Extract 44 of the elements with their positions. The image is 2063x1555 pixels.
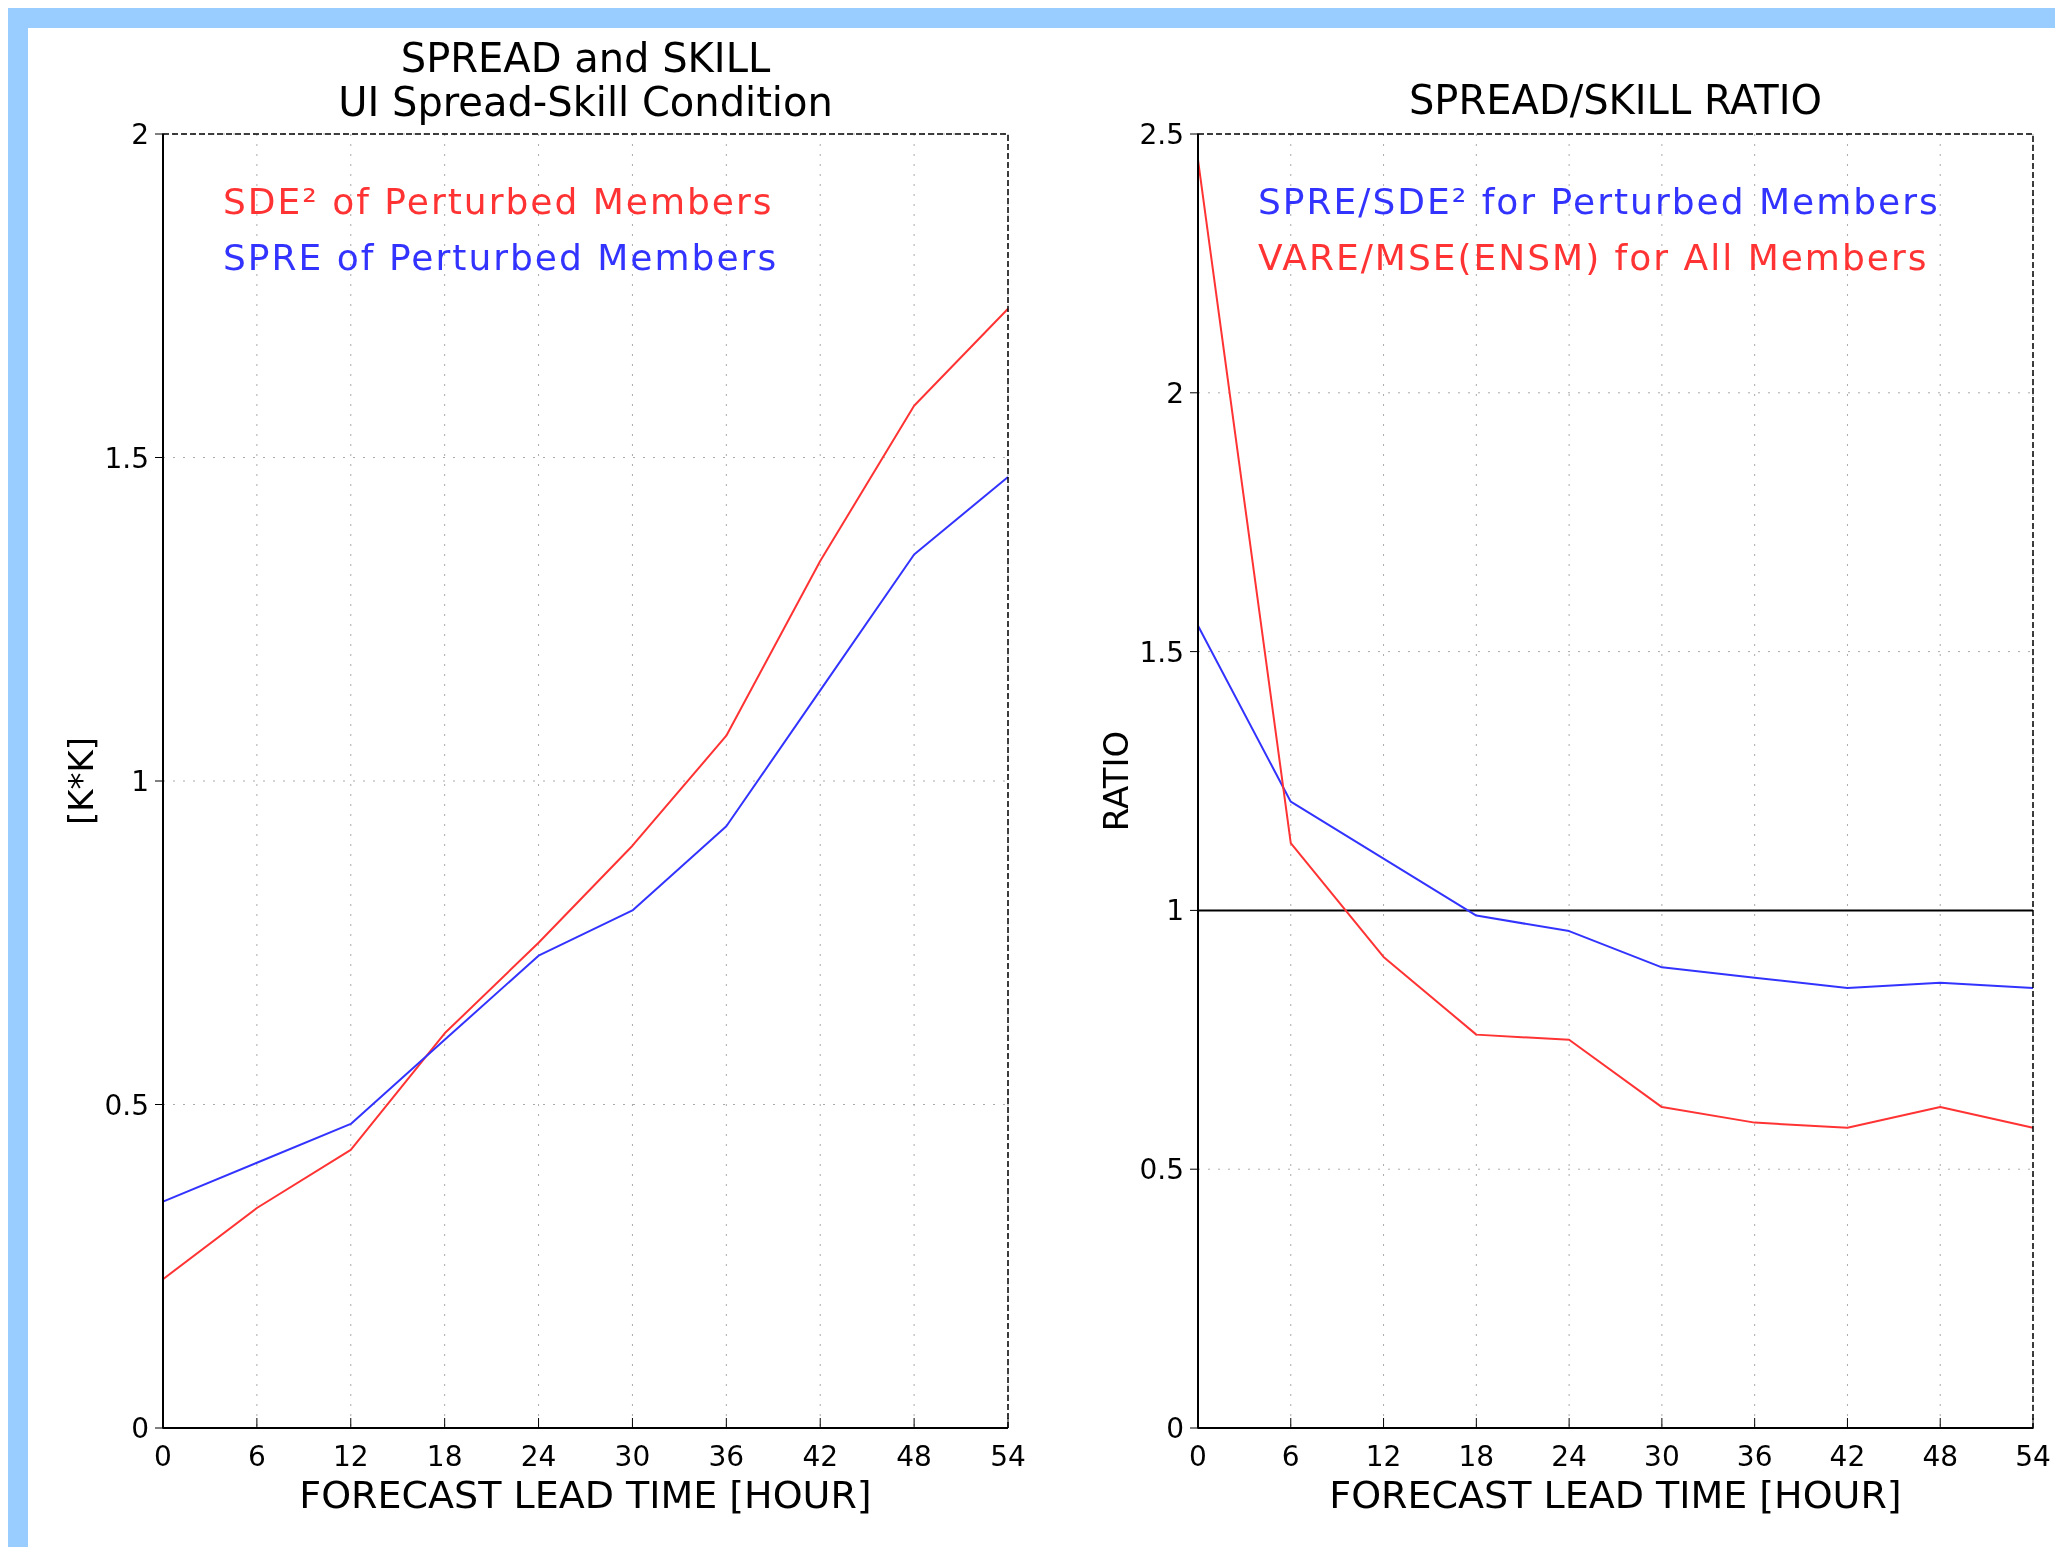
x-tick-label: 12 bbox=[1365, 1440, 1402, 1473]
y-tick-label: 2 bbox=[131, 118, 149, 151]
x-tick-label: 36 bbox=[1736, 1440, 1773, 1473]
text: SPRE of Perturbed Members bbox=[223, 237, 779, 278]
x-tick-label: 42 bbox=[1829, 1440, 1866, 1473]
y-tick-label: 1.5 bbox=[1139, 635, 1184, 669]
x-axis-title: FORECAST LEAD TIME [HOUR] bbox=[299, 1473, 872, 1517]
x-tick-label: 0 bbox=[154, 1440, 172, 1473]
x-tick-label: 48 bbox=[1922, 1440, 1959, 1473]
chart-subtitle: UI Spread-Skill Condition bbox=[338, 79, 833, 125]
y-tick-label: 0 bbox=[131, 1412, 149, 1445]
y-axis-title: [K*K] bbox=[61, 736, 101, 826]
x-tick-label: 24 bbox=[520, 1440, 557, 1473]
series-label: VARE/MSE(ENSM) for All Members bbox=[1258, 237, 1929, 278]
text: SDE² of Perturbed Members bbox=[223, 181, 774, 222]
x-tick-label: 6 bbox=[247, 1440, 266, 1473]
chart-title: SPREAD/SKILL RATIO bbox=[1408, 77, 1823, 123]
y-axis-title: RATIO bbox=[1096, 730, 1136, 832]
chart-title: SPREAD and SKILL bbox=[400, 35, 771, 81]
line-series bbox=[162, 307, 1009, 1281]
x-tick-label: 18 bbox=[426, 1440, 463, 1473]
y-tick-label: 1.5 bbox=[104, 441, 149, 475]
line-series bbox=[162, 475, 1009, 1203]
y-tick-label: 0 bbox=[1166, 1412, 1184, 1445]
x-tick-label: 54 bbox=[990, 1440, 1026, 1473]
x-tick-label: 42 bbox=[802, 1440, 839, 1473]
x-tick-label: 0 bbox=[1189, 1440, 1207, 1473]
x-axis-title: FORECAST LEAD TIME [HOUR] bbox=[1329, 1473, 1902, 1517]
x-tick-label: 48 bbox=[896, 1440, 932, 1473]
x-tick-label: 36 bbox=[708, 1440, 745, 1473]
y-tick-label: 0.5 bbox=[1139, 1153, 1184, 1187]
x-tick-label: 12 bbox=[332, 1440, 369, 1473]
y-tick-label: 1 bbox=[1166, 894, 1184, 928]
y-tick-label: 2 bbox=[1166, 376, 1184, 410]
y-tick-label: 0.5 bbox=[104, 1088, 149, 1122]
text: SPRE/SDE² for Perturbed Members bbox=[1258, 181, 1940, 222]
y-tick-label: 2.5 bbox=[1139, 118, 1184, 151]
y-tick-label: 1 bbox=[131, 765, 149, 798]
x-tick-label: 24 bbox=[1551, 1440, 1587, 1473]
x-tick-label: 18 bbox=[1458, 1440, 1495, 1473]
x-tick-label: 6 bbox=[1281, 1440, 1300, 1473]
x-tick-label: 30 bbox=[1644, 1440, 1680, 1473]
x-tick-label: 54 bbox=[2015, 1440, 2051, 1473]
x-tick-label: 30 bbox=[614, 1440, 651, 1473]
